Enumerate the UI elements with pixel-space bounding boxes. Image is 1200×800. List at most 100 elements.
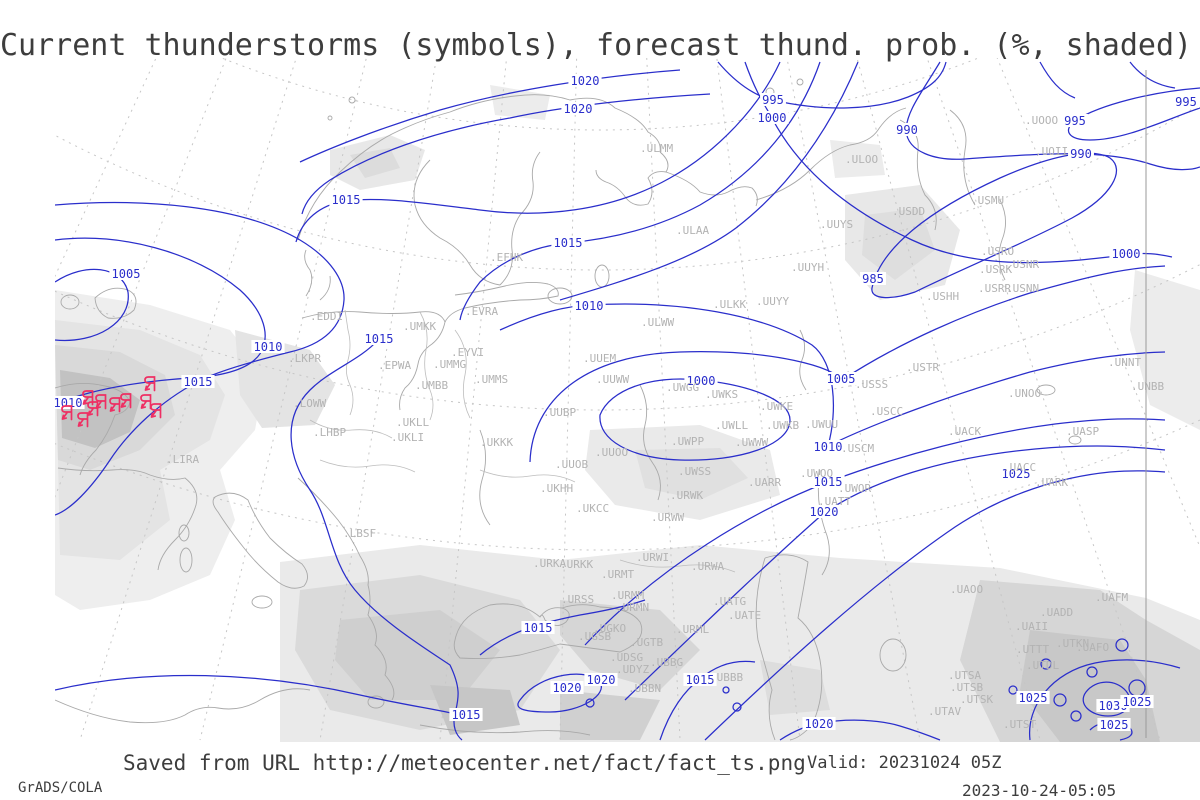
coastlines-layer (55, 78, 1082, 741)
station-label-UNBB: .UNBB (1131, 380, 1164, 393)
contour-label: 1020 (564, 102, 593, 116)
contour-label-box (1173, 95, 1199, 108)
contour-label: 1020 (810, 505, 839, 519)
station-label-URSS: .URSS (561, 593, 594, 606)
station-label-LBSF: .LBSF (343, 527, 376, 540)
contour-label: 995 (762, 93, 784, 107)
contour-label-box (811, 475, 845, 488)
station-label-ULWW: .ULWW (641, 316, 674, 329)
station-label-UGSB: .UGSB (578, 630, 611, 643)
contour-label-box (1068, 147, 1094, 160)
station-label-UWOR: .UWOR (838, 482, 871, 495)
station-label-USCM: .USCM (841, 442, 874, 455)
station-label-EPWA: .EPWA (378, 359, 411, 372)
timestamp-text: 2023-10-24-05:05 (962, 781, 1117, 800)
contour-label-box (1109, 247, 1143, 260)
contour-label-box (999, 467, 1033, 480)
contour-label-box (802, 717, 836, 730)
station-label-USTR: .USTR (906, 361, 939, 374)
station-label-UWKE: .UWKE (760, 400, 793, 413)
contour-label-box (755, 111, 789, 124)
station-label-UADD: .UADD (1040, 606, 1073, 619)
station-label-UTST: .UTST (1003, 718, 1036, 731)
station-label-UTSA: .UTSA (948, 669, 981, 682)
station-label-UWPP: .UWPP (671, 435, 704, 448)
contour-label-box (449, 708, 483, 721)
contour-label-box (760, 93, 786, 106)
station-label-ULMM: .ULMM (640, 142, 673, 155)
contour-label: 1005 (827, 372, 856, 386)
station-label-UUYY: .UUYY (756, 295, 789, 308)
station-label-URWA: .URWA (691, 560, 724, 573)
contour-label-box (1016, 691, 1050, 704)
station-labels-layer: .ULMM .ULAA .ULOO .UUYS .UUYH .UOOO .UOII .USMU… (166, 114, 1164, 731)
station-label-UATE: .UATE (728, 609, 761, 622)
contour-label: 1025 (1002, 467, 1031, 481)
station-label-USRO: .USRO (981, 245, 1014, 258)
station-label-URMN: .URMN (616, 601, 649, 614)
station-label-USNR: .USNR (1006, 258, 1039, 271)
station-label-LKPR: .LKPR (288, 352, 321, 365)
contour-label-box (894, 123, 920, 136)
station-label-UASP: .UASP (1066, 425, 1099, 438)
station-label-UKLI: .UKLI (391, 431, 424, 444)
station-label-ULOO: .ULOO (845, 153, 878, 166)
contour-label-box (51, 396, 85, 409)
contour-label: 1030 (1099, 699, 1128, 713)
page-title: Current thunderstorms (symbols), forecas… (0, 28, 1193, 63)
station-label-UGKO: .UGKO (593, 622, 626, 635)
contour-label: 1005 (112, 267, 141, 281)
contour-label-box (584, 673, 618, 686)
station-label-EDDI: .EDDI (310, 310, 343, 323)
contour-label-box (1062, 114, 1088, 127)
contour-label-box (521, 621, 555, 634)
station-label-UWKS: .UWKS (705, 388, 738, 401)
contour-label: 1015 (365, 332, 394, 346)
station-label-LHBP: .LHBP (313, 426, 346, 439)
contour-label: 1015 (184, 375, 213, 389)
station-label-UTSB: .UTSB (950, 681, 983, 694)
station-label-UARK: .UARK (1035, 476, 1068, 489)
station-label-UMBB: .UMBB (415, 379, 448, 392)
footer-valid-text: Valid: 20231024 05Z (807, 753, 1002, 773)
station-label-URWI: .URWI (636, 551, 669, 564)
contour-label-box (362, 332, 396, 345)
contour-label: 990 (1070, 147, 1092, 161)
station-label-UUBP: .UUBP (543, 406, 576, 419)
contour-label: 1015 (554, 236, 583, 250)
station-label-UARR: .UARR (748, 476, 781, 489)
station-label-UOOO: .UOOO (1025, 114, 1058, 127)
station-label-UTTT: .UTTT (1016, 643, 1049, 656)
station-label-UGTB: .UGTB (630, 636, 663, 649)
contour-label-box (683, 673, 717, 686)
station-label-UBBN: .UBBN (628, 682, 661, 695)
station-label-UWSS: .UWSS (678, 465, 711, 478)
contour-label: 1010 (54, 396, 83, 410)
station-label-URMT: .URMT (601, 568, 634, 581)
station-label-UTKN: .UTKN (1056, 637, 1089, 650)
contour-label: 1020 (553, 681, 582, 695)
station-label-UWKB: .UWKB (766, 419, 799, 432)
station-label-URWK: .URWK (670, 489, 703, 502)
station-label-UUYS: .UUYS (820, 218, 853, 231)
station-label-USMU: .USMU (971, 194, 1004, 207)
station-label-UDYZ: .UDYZ (616, 663, 649, 676)
station-label-UNOO: .UNOO (1008, 387, 1041, 400)
station-label-UMKK: .UMKK (403, 320, 436, 333)
station-label-USCC: .USCC (870, 405, 903, 418)
station-label-UKCC: .UKCC (576, 502, 609, 515)
contour-label: 1010 (575, 299, 604, 313)
station-label-URWW: .URWW (651, 511, 684, 524)
probability-shading-layer (55, 85, 1200, 742)
station-label-UTDL: .UTDL (1026, 659, 1059, 672)
contour-label-box (181, 375, 215, 388)
station-label-UUYH: .UUYH (791, 261, 824, 274)
station-label-ULKK: .ULKK (713, 298, 746, 311)
contour-label-box (251, 340, 285, 353)
contour-label-box (568, 74, 602, 87)
station-label-UBBG: .UBBG (650, 656, 683, 669)
station-label-USHH: .USHH (926, 290, 959, 303)
contour-label: 1025 (1019, 691, 1048, 705)
